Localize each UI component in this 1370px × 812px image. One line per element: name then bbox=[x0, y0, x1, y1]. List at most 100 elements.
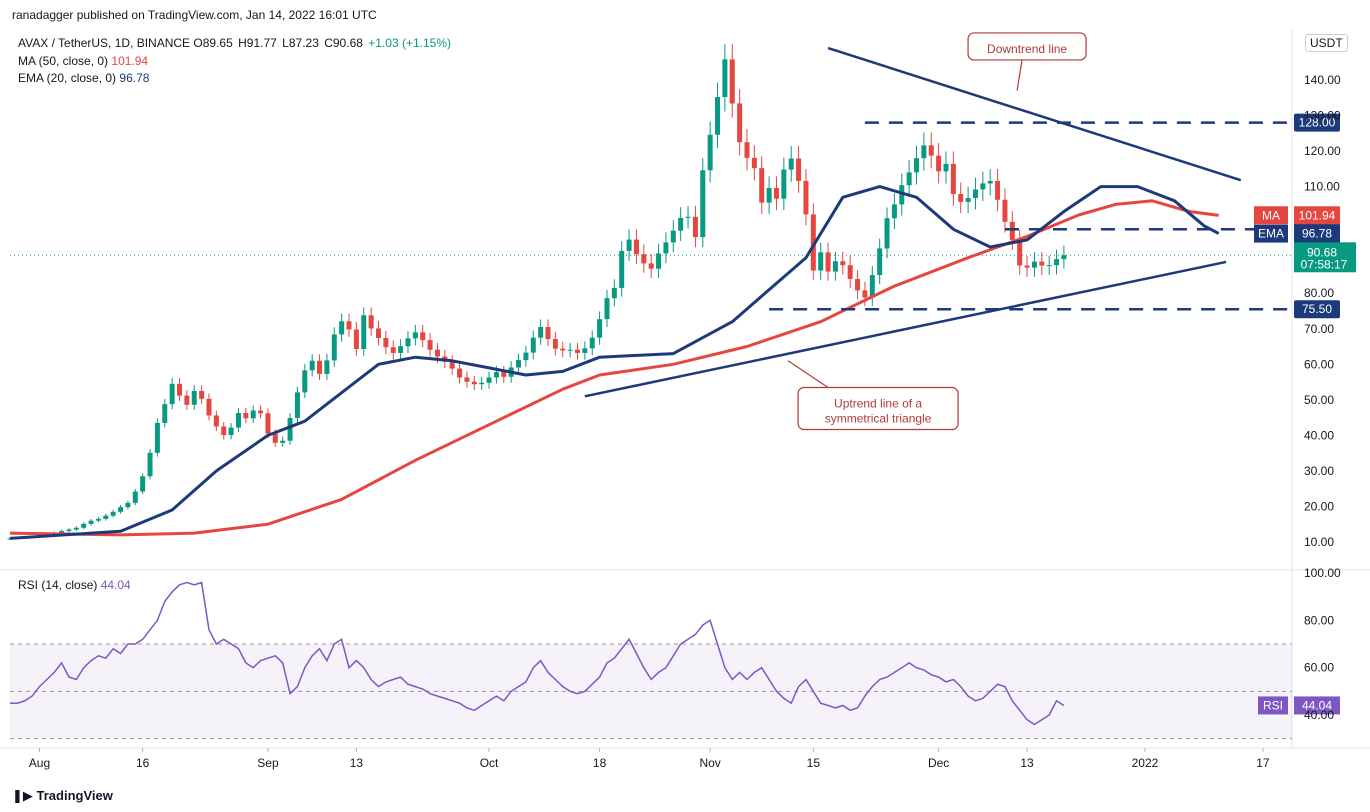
currency-unit-button[interactable]: USDT bbox=[1305, 34, 1348, 52]
rsi-legend: RSI (14, close) 44.04 bbox=[18, 578, 131, 592]
candle-body bbox=[582, 348, 588, 353]
candle-body bbox=[398, 346, 404, 353]
candle-body bbox=[457, 368, 463, 378]
indicator-tag bbox=[1254, 224, 1288, 243]
candle-body bbox=[493, 372, 499, 378]
candle-body bbox=[751, 157, 757, 169]
candle-body bbox=[265, 413, 271, 434]
candle-body bbox=[995, 180, 1001, 200]
candle-body bbox=[1009, 221, 1015, 240]
rsi-pane: RSI 44.04 bbox=[10, 581, 1340, 740]
candle-body bbox=[796, 158, 802, 181]
candle-body bbox=[560, 348, 566, 351]
candle-body bbox=[103, 515, 109, 519]
candle-body bbox=[1046, 265, 1052, 267]
candle-body bbox=[81, 523, 87, 528]
candle-body bbox=[317, 360, 323, 374]
price-tick-label: 80.00 bbox=[1304, 286, 1334, 300]
candle-body bbox=[376, 328, 381, 339]
candle-body bbox=[685, 216, 691, 218]
candle-body bbox=[228, 427, 234, 436]
ma-label[interactable]: MA (50, close, 0) bbox=[18, 53, 109, 68]
candle-body bbox=[773, 188, 779, 199]
candle-body bbox=[88, 520, 94, 524]
rsi-tag-label: RSI bbox=[1263, 698, 1283, 712]
candle-body bbox=[847, 265, 853, 280]
level-tag bbox=[1294, 113, 1340, 132]
change-value: +1.03 (+1.15%) bbox=[368, 36, 451, 50]
candle-body bbox=[545, 326, 551, 340]
candle-body bbox=[906, 172, 912, 186]
candle-body bbox=[1024, 265, 1030, 268]
candle-body bbox=[914, 158, 920, 173]
annotation-box bbox=[967, 32, 1087, 61]
candle-body bbox=[1017, 239, 1023, 266]
level-tag bbox=[1294, 300, 1340, 319]
rsi-label[interactable]: RSI (14, close) bbox=[18, 578, 98, 592]
price-tick-label: 70.00 bbox=[1304, 322, 1334, 336]
candle-body bbox=[700, 170, 706, 238]
candle-body bbox=[589, 337, 595, 349]
candle-body bbox=[346, 321, 352, 330]
support-resistance-levels: 128.0098.0075.50MA101.94EMA96.7890.6807:… bbox=[769, 113, 1356, 319]
candle-body bbox=[965, 197, 971, 202]
candle-body bbox=[972, 189, 978, 198]
time-tick-label: 16 bbox=[136, 756, 150, 770]
trend-line bbox=[827, 46, 1242, 182]
price-tick-label: 120.00 bbox=[1304, 144, 1341, 158]
symbol-label[interactable]: AVAX / TetherUS, 1D, BINANCE bbox=[18, 36, 191, 50]
candle-body bbox=[59, 530, 65, 533]
annotation-text: symmetrical triangle bbox=[825, 412, 932, 426]
candle-body bbox=[449, 361, 455, 369]
ema-label[interactable]: EMA (20, close, 0) bbox=[18, 71, 117, 85]
candle-body bbox=[656, 253, 662, 269]
candle-body bbox=[891, 204, 897, 219]
candle-body bbox=[368, 315, 374, 329]
candle-body bbox=[213, 415, 219, 427]
time-tick-label: Nov bbox=[699, 756, 720, 770]
candle-body bbox=[597, 319, 603, 338]
tradingview-logo[interactable]: ❚▶ TradingView bbox=[12, 788, 113, 804]
candle-body bbox=[855, 279, 861, 291]
candle-body bbox=[523, 352, 529, 361]
candle-body bbox=[1039, 261, 1045, 266]
time-tick-label: 13 bbox=[1020, 756, 1034, 770]
candle-body bbox=[169, 383, 175, 405]
rsi-value-tag bbox=[1294, 696, 1340, 715]
candle-body bbox=[7, 538, 13, 540]
low-value: L87.23 bbox=[282, 36, 319, 50]
candle-body bbox=[95, 518, 101, 521]
candle-body bbox=[221, 426, 227, 436]
price-tick-label: 30.00 bbox=[1304, 464, 1334, 478]
candle-body bbox=[191, 390, 197, 405]
candle-body bbox=[810, 214, 816, 271]
rsi-tick-label: 40.00 bbox=[1304, 708, 1334, 722]
candle-body bbox=[766, 188, 772, 203]
time-tick-label: 13 bbox=[350, 756, 364, 770]
published-caption: ranadagger published on TradingView.com,… bbox=[12, 8, 377, 22]
candle-body bbox=[715, 97, 721, 135]
candle-body bbox=[781, 169, 787, 199]
rsi-tag bbox=[1258, 696, 1288, 715]
indicator-tag-label: EMA bbox=[1258, 227, 1284, 241]
candle-body bbox=[258, 410, 264, 414]
candle-body bbox=[243, 412, 249, 419]
candle-body bbox=[538, 326, 544, 338]
indicator-tag-label: MA bbox=[1262, 208, 1280, 222]
countdown-value: 07:58:17 bbox=[1301, 257, 1348, 271]
time-tick-label: Oct bbox=[480, 756, 499, 770]
candle-body bbox=[206, 398, 212, 416]
candle-body bbox=[759, 168, 765, 203]
high-value: H91.77 bbox=[238, 36, 277, 50]
candle-body bbox=[980, 183, 986, 190]
candle-body bbox=[147, 452, 153, 477]
tradingview-icon: ❚▶ bbox=[12, 788, 33, 803]
candle-body bbox=[184, 395, 190, 405]
candle-body bbox=[405, 338, 411, 347]
candle-body bbox=[869, 275, 875, 298]
rsi-line bbox=[10, 581, 1065, 726]
candle-body bbox=[154, 422, 160, 453]
candle-body bbox=[1061, 255, 1067, 260]
ma-value: 101.94 bbox=[111, 53, 149, 68]
